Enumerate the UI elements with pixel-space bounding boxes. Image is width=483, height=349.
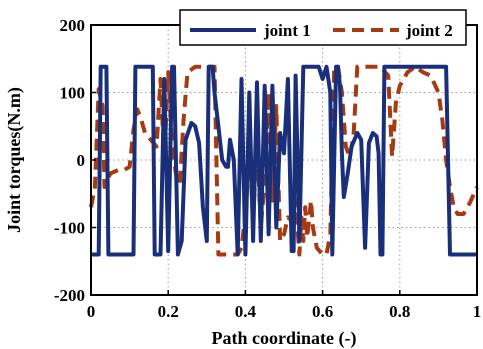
x-tick-label: 0.4 <box>235 302 257 321</box>
legend: joint 1 joint 2 <box>179 9 467 46</box>
x-axis-title: Path coordinate (-) <box>212 328 357 349</box>
legend-label-joint-2: joint 2 <box>405 21 453 40</box>
x-tick-label: 0.2 <box>158 302 179 321</box>
legend-box <box>179 9 467 46</box>
axis-ticks: 0 0.2 0.4 0.6 0.8 1 200 100 0 -100 -200 <box>54 16 481 321</box>
series-line-joint-1 <box>91 64 477 257</box>
x-tick-label: 0 <box>87 302 96 321</box>
x-tick-label: 0.8 <box>389 302 410 321</box>
y-tick-label: -200 <box>54 286 85 305</box>
series-line-joint-2 <box>89 64 479 257</box>
y-tick-label: 100 <box>60 84 86 103</box>
plot-area <box>89 64 479 257</box>
legend-label-joint-1: joint 1 <box>263 21 311 40</box>
x-tick-label: 0.6 <box>312 302 333 321</box>
y-tick-label: 0 <box>77 151 86 170</box>
x-tick-label: 1 <box>473 302 482 321</box>
y-axis-title: Joint torques(N.m) <box>4 87 25 233</box>
y-tick-label: 200 <box>60 16 86 35</box>
y-tick-label: -100 <box>54 219 85 238</box>
